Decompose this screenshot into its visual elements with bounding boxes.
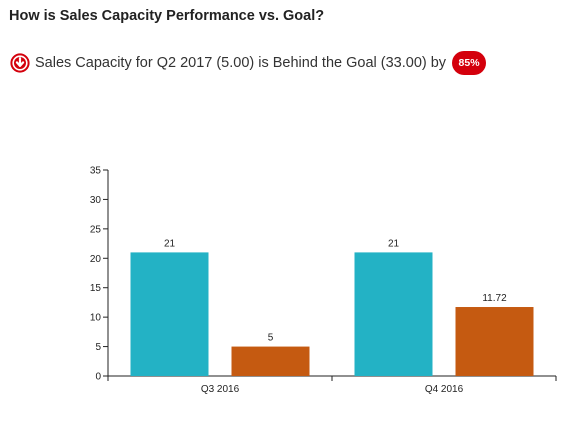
summary-line: Sales Capacity for Q2 2017 (5.00) is Beh… [10,51,487,75]
y-tick-label: 10 [90,313,102,324]
chart-title: How is Sales Capacity Performance vs. Go… [9,8,325,24]
bar-value-label: 5 [268,333,274,344]
x-tick-label: Q3 2016 [201,384,240,395]
bar-value-label: 21 [164,238,176,249]
y-tick-label: 5 [95,342,101,353]
bar [130,252,209,376]
y-tick-label: 30 [90,195,102,206]
percent-badge: 85% [452,51,487,75]
summary-text: Sales Capacity for Q2 2017 (5.00) is Beh… [35,55,447,71]
bar [231,346,310,376]
y-tick-label: 25 [90,224,102,235]
bar-value-label: 21 [388,238,400,249]
y-tick-label: 15 [90,283,102,294]
arrow-down-circle-icon [10,53,30,73]
bar [455,307,534,376]
y-tick-label: 0 [95,372,101,383]
x-tick-label: Q4 2016 [425,384,464,395]
bar [354,252,433,376]
y-tick-label: 20 [90,254,102,265]
bar-value-label: 11.72 [482,293,507,304]
y-tick-label: 35 [90,166,102,177]
